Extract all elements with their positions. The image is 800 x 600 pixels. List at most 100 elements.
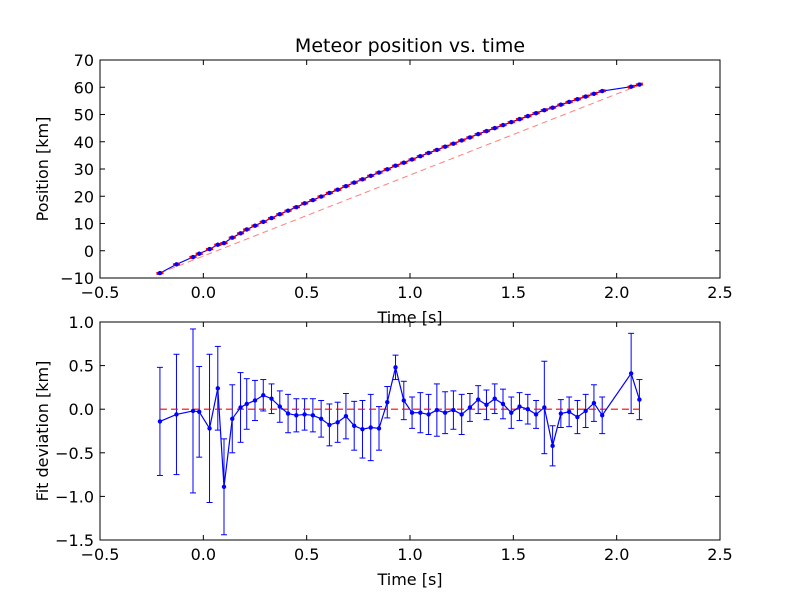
data-point <box>261 393 266 398</box>
x-tick-label: −0.5 <box>81 545 120 564</box>
data-point <box>335 187 340 192</box>
data-point <box>294 413 299 418</box>
data-point <box>525 407 530 412</box>
y-tick-label: 40 <box>74 133 94 152</box>
y-tick-label: 20 <box>74 187 94 206</box>
data-point <box>385 400 390 405</box>
data-point <box>476 131 481 137</box>
data-point <box>628 371 634 376</box>
data-point <box>360 427 365 432</box>
y-axis-label: Position [km] <box>33 117 52 222</box>
data-point <box>207 246 212 252</box>
chart-title: Meteor position vs. time <box>295 35 525 57</box>
data-point <box>368 173 373 179</box>
data-point <box>244 401 249 407</box>
data-point <box>533 412 539 417</box>
data-point <box>215 386 220 391</box>
data-point <box>628 84 634 89</box>
data-point <box>190 254 196 260</box>
data-point <box>500 401 506 407</box>
data-point <box>600 88 605 94</box>
data-point <box>269 215 274 221</box>
y-tick-label: 10 <box>74 215 94 234</box>
data-point <box>434 147 440 153</box>
data-point <box>517 404 522 409</box>
y-tick-label: 30 <box>74 160 94 179</box>
data-point <box>157 270 163 276</box>
data-point <box>517 116 522 122</box>
data-point <box>393 163 398 168</box>
data-point <box>442 144 448 149</box>
data-point <box>310 413 316 418</box>
data-point <box>401 398 406 403</box>
x-tick-label: 1.5 <box>501 545 526 564</box>
y-tick-label: −10 <box>60 269 94 288</box>
x-tick-label: 1.0 <box>397 283 422 302</box>
data-point <box>558 102 564 107</box>
data-point <box>558 411 564 416</box>
data-point <box>277 404 282 409</box>
x-tick-label: 2.5 <box>707 283 732 302</box>
data-point <box>409 410 415 415</box>
data-point <box>207 426 212 431</box>
data-point <box>360 177 365 182</box>
data-point <box>302 412 307 417</box>
y-tick-label: 0.5 <box>69 357 94 376</box>
data-point <box>174 412 179 417</box>
data-point <box>550 443 555 449</box>
x-tick-label: 0.5 <box>294 283 319 302</box>
data-point <box>492 396 497 401</box>
data-point <box>459 138 464 143</box>
data-point <box>174 262 179 267</box>
fit-line <box>159 84 640 274</box>
data-point <box>157 419 163 424</box>
data-point <box>294 204 299 210</box>
data-point <box>637 82 642 87</box>
y-tick-label: 60 <box>74 78 94 97</box>
data-point <box>418 410 423 415</box>
data-point <box>285 208 291 213</box>
y-tick-label: −0.5 <box>55 444 94 463</box>
data-point <box>484 128 489 134</box>
data-point <box>451 141 456 146</box>
data-point <box>269 396 274 401</box>
y-tick-label: 1.0 <box>69 313 94 332</box>
data-point <box>500 122 506 128</box>
data-point <box>575 97 580 102</box>
data-point <box>409 157 415 162</box>
data-point <box>476 397 481 402</box>
data-point <box>230 416 235 421</box>
data-point <box>467 405 473 410</box>
y-tick-label: 0 <box>84 242 94 261</box>
data-point <box>492 125 497 131</box>
data-point <box>591 400 597 406</box>
y-tick-label: −1.5 <box>55 531 94 550</box>
y-tick-label: 70 <box>74 51 94 70</box>
data-point <box>368 425 373 430</box>
data-point <box>583 408 588 414</box>
data-point <box>343 183 349 189</box>
data-point <box>426 150 431 156</box>
data-point <box>238 231 243 236</box>
data-point <box>352 423 357 428</box>
y-tick-label: 50 <box>74 106 94 125</box>
data-point <box>542 405 547 410</box>
data-point <box>197 251 202 256</box>
x-tick-label: 0.0 <box>191 283 216 302</box>
data-point <box>575 414 580 420</box>
data-point <box>352 180 357 185</box>
data-point <box>566 99 572 105</box>
x-tick-label: 0.0 <box>191 545 216 564</box>
data-point <box>434 407 440 413</box>
data-point <box>244 227 249 232</box>
data-point <box>393 365 398 370</box>
data-point <box>509 410 514 415</box>
data-point <box>252 398 258 403</box>
data-point <box>533 110 539 116</box>
data-point <box>343 413 349 419</box>
data-point <box>215 242 220 247</box>
data-point <box>221 484 227 490</box>
data-point <box>221 240 227 246</box>
position-chart: −0.5 0.0 0.5 1.0 1.5 2.0 2.5 −10 0 10 20 30 40 50 60 70… <box>33 35 733 327</box>
